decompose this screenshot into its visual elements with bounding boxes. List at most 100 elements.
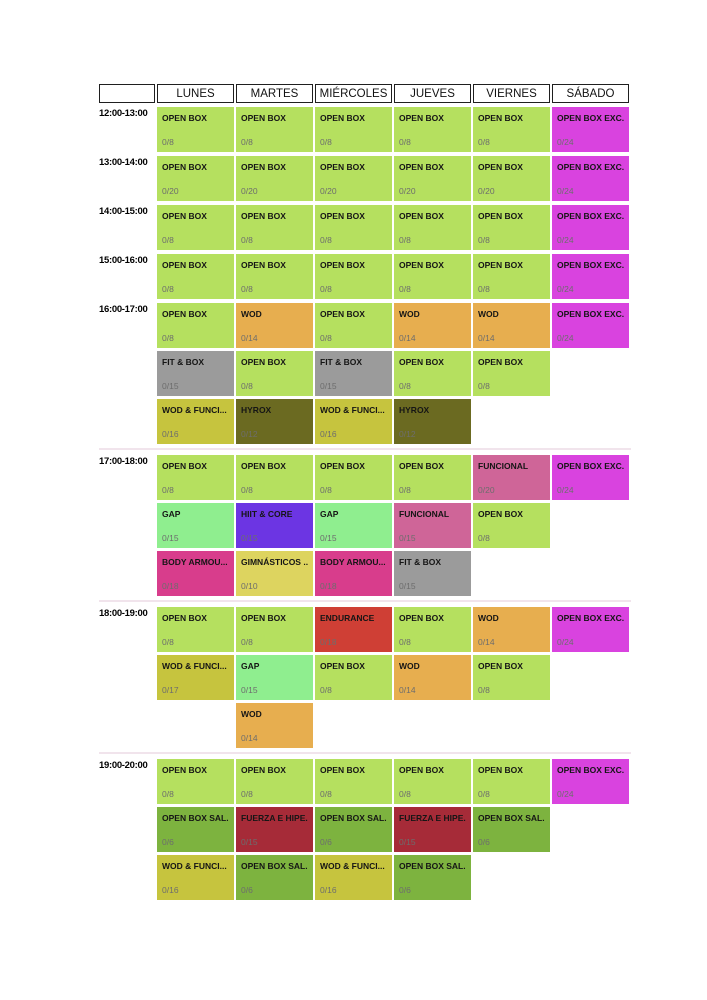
class-cell[interactable]: WOD 0/14 (473, 303, 550, 348)
class-cell[interactable]: OPEN BOX 0/20 (236, 156, 313, 201)
class-cell[interactable]: OPEN BOX 0/20 (394, 156, 471, 201)
class-cell[interactable]: HYROX 0/12 (394, 399, 471, 444)
class-capacity: 0/15 (399, 533, 416, 543)
class-cell[interactable]: OPEN BOX 0/8 (394, 107, 471, 152)
class-capacity: 0/8 (241, 137, 253, 147)
time-label: 16:00-17:00 (99, 304, 148, 315)
class-cell[interactable]: OPEN BOX EXC... 0/24 (552, 607, 629, 652)
class-cell[interactable]: OPEN BOX SAL... 0/6 (394, 855, 471, 900)
class-cell[interactable]: OPEN BOX EXC... 0/24 (552, 205, 629, 250)
class-cell[interactable]: FIT & BOX 0/15 (157, 351, 234, 396)
class-cell[interactable]: OPEN BOX 0/8 (315, 759, 392, 804)
class-cell[interactable]: OPEN BOX SAL... 0/6 (315, 807, 392, 852)
class-cell[interactable]: BODY ARMOU... 0/18 (315, 551, 392, 596)
class-cell[interactable]: ENDURANCE 0/18 (315, 607, 392, 652)
class-cell[interactable]: WOD & FUNCI... 0/16 (315, 855, 392, 900)
class-cell[interactable]: WOD 0/14 (394, 303, 471, 348)
class-cell[interactable]: OPEN BOX 0/8 (315, 107, 392, 152)
class-cell[interactable]: WOD 0/14 (236, 703, 313, 748)
class-cell[interactable]: OPEN BOX 0/8 (236, 607, 313, 652)
class-cell[interactable]: FUNCIONAL 0/20 (473, 455, 550, 500)
class-cell[interactable]: OPEN BOX 0/8 (473, 205, 550, 250)
class-cell[interactable]: OPEN BOX EXC... 0/24 (552, 156, 629, 201)
class-cell[interactable]: WOD 0/14 (473, 607, 550, 652)
class-cell[interactable]: OPEN BOX EXC... 0/24 (552, 254, 629, 299)
class-cell[interactable]: FIT & BOX 0/15 (394, 551, 471, 596)
class-capacity: 0/24 (557, 789, 574, 799)
class-cell[interactable]: WOD & FUNCI... 0/16 (157, 399, 234, 444)
class-cell[interactable]: OPEN BOX EXC... 0/24 (552, 107, 629, 152)
class-cell[interactable]: OPEN BOX 0/8 (157, 254, 234, 299)
class-cell[interactable]: OPEN BOX SAL... 0/6 (157, 807, 234, 852)
class-cell[interactable]: OPEN BOX SAL... 0/6 (473, 807, 550, 852)
class-capacity: 0/17 (162, 685, 179, 695)
class-cell[interactable]: GAP 0/15 (315, 503, 392, 548)
class-cell[interactable]: WOD & FUNCI... 0/16 (157, 855, 234, 900)
class-capacity: 0/8 (320, 235, 332, 245)
class-cell[interactable]: OPEN BOX 0/8 (236, 759, 313, 804)
class-capacity: 0/20 (478, 485, 495, 495)
class-cell[interactable]: OPEN BOX 0/8 (315, 205, 392, 250)
class-cell[interactable]: OPEN BOX 0/8 (394, 254, 471, 299)
class-cell[interactable]: OPEN BOX 0/20 (157, 156, 234, 201)
class-cell[interactable]: OPEN BOX 0/8 (473, 759, 550, 804)
class-cell[interactable]: GAP 0/15 (236, 655, 313, 700)
class-cell[interactable]: FIT & BOX 0/15 (315, 351, 392, 396)
class-cell[interactable]: OPEN BOX 0/8 (157, 303, 234, 348)
class-cell[interactable]: OPEN BOX 0/8 (394, 351, 471, 396)
class-cell[interactable]: OPEN BOX 0/8 (473, 503, 550, 548)
class-cell[interactable]: WOD 0/14 (394, 655, 471, 700)
class-name: OPEN BOX (478, 260, 523, 270)
class-cell[interactable]: WOD & FUNCI... 0/17 (157, 655, 234, 700)
class-cell[interactable]: GAP 0/15 (157, 503, 234, 548)
class-cell[interactable]: OPEN BOX 0/8 (315, 655, 392, 700)
class-cell[interactable]: OPEN BOX SAL... 0/6 (236, 855, 313, 900)
class-cell[interactable]: WOD & FUNCI... 0/16 (315, 399, 392, 444)
class-cell[interactable]: OPEN BOX EXC... 0/24 (552, 303, 629, 348)
class-cell[interactable]: HIIT & CORE 0/15 (236, 503, 313, 548)
class-cell[interactable]: OPEN BOX 0/8 (473, 254, 550, 299)
class-cell[interactable]: HYROX 0/12 (236, 399, 313, 444)
class-name: OPEN BOX (399, 765, 444, 775)
time-label (99, 807, 157, 852)
class-cell[interactable]: OPEN BOX 0/8 (157, 205, 234, 250)
class-name: OPEN BOX (162, 211, 207, 221)
class-name: OPEN BOX (478, 509, 523, 519)
class-cell[interactable]: OPEN BOX 0/8 (315, 254, 392, 299)
class-cell[interactable]: OPEN BOX 0/8 (236, 351, 313, 396)
class-cell[interactable]: OPEN BOX 0/8 (236, 455, 313, 500)
class-cell[interactable]: OPEN BOX 0/8 (157, 607, 234, 652)
day-header-2: MARTES (236, 84, 313, 103)
class-cell[interactable]: OPEN BOX 0/8 (394, 205, 471, 250)
class-cell[interactable]: OPEN BOX 0/8 (157, 107, 234, 152)
slot-row: 17:00-18:00 OPEN BOX 0/8 OPEN BOX 0/8 OPEN BO… (99, 455, 631, 500)
class-name: ENDURANCE (320, 613, 375, 623)
slot-row: FIT & BOX 0/15 OPEN BOX 0/8 FIT & BOX 0/15 OPE… (99, 351, 631, 396)
class-cell[interactable]: OPEN BOX EXC... 0/24 (552, 455, 629, 500)
class-cell[interactable]: FUERZA E HIPE... 0/15 (394, 807, 471, 852)
class-cell[interactable]: OPEN BOX 0/8 (157, 455, 234, 500)
class-cell[interactable]: OPEN BOX 0/8 (394, 455, 471, 500)
class-cell[interactable]: OPEN BOX 0/8 (473, 655, 550, 700)
class-cell[interactable]: OPEN BOX 0/8 (473, 351, 550, 396)
class-cell[interactable]: OPEN BOX EXC... 0/24 (552, 759, 629, 804)
slot-row: 16:00-17:00 OPEN BOX 0/8 WOD 0/14 OPEN BOX 0/8… (99, 303, 631, 348)
class-cell[interactable]: OPEN BOX 0/8 (394, 607, 471, 652)
class-cell[interactable]: OPEN BOX 0/8 (473, 107, 550, 152)
class-cell[interactable]: BODY ARMOU... 0/18 (157, 551, 234, 596)
class-cell[interactable]: OPEN BOX 0/8 (236, 254, 313, 299)
class-cell[interactable]: OPEN BOX 0/8 (315, 455, 392, 500)
class-cell[interactable]: FUERZA E HIPE... 0/15 (236, 807, 313, 852)
class-cell[interactable]: OPEN BOX 0/20 (473, 156, 550, 201)
class-cell[interactable]: FUNCIONAL 0/15 (394, 503, 471, 548)
class-cell[interactable]: GIMNÁSTICOS ... 0/10 (236, 551, 313, 596)
class-cell[interactable]: OPEN BOX 0/8 (236, 107, 313, 152)
class-cell[interactable]: OPEN BOX 0/8 (315, 303, 392, 348)
class-cell[interactable]: OPEN BOX 0/8 (236, 205, 313, 250)
class-name: OPEN BOX SAL... (399, 861, 466, 871)
class-cell[interactable]: OPEN BOX 0/8 (157, 759, 234, 804)
class-cell[interactable]: OPEN BOX 0/8 (394, 759, 471, 804)
class-name: GAP (162, 509, 181, 519)
class-cell[interactable]: WOD 0/14 (236, 303, 313, 348)
class-cell[interactable]: OPEN BOX 0/20 (315, 156, 392, 201)
